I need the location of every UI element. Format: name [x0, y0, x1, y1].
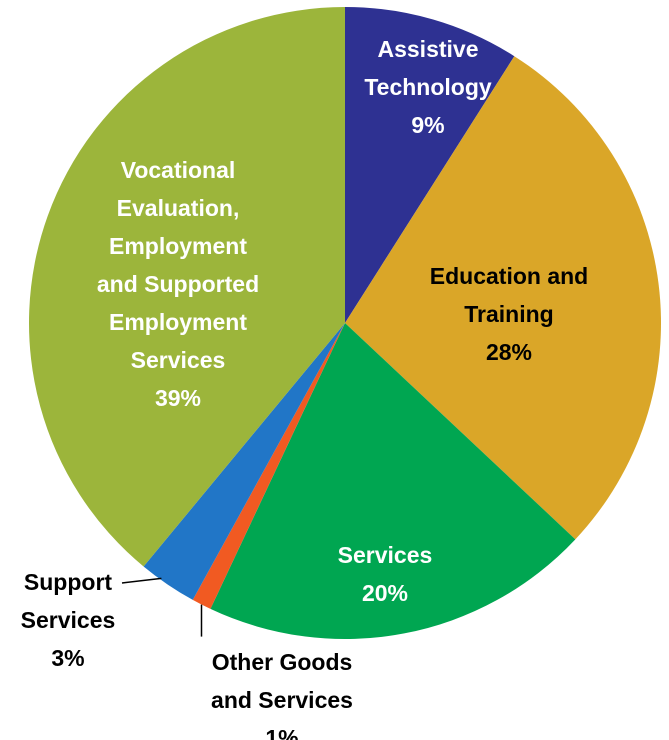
slice-name-line: Services — [21, 607, 116, 633]
label-other-goods-and-services: Other Goods and Services 1% — [211, 649, 353, 740]
slice-name-line: Evaluation, — [117, 195, 240, 221]
slice-name-line: Assistive — [377, 36, 478, 62]
slice-name-line: Services — [338, 542, 433, 568]
slice-name-line: Support — [24, 569, 112, 595]
slice-name-line: and Supported — [97, 271, 259, 297]
slice-name-line: Education and — [430, 263, 588, 289]
slice-percent-label: 9% — [411, 112, 444, 138]
slice-other-goods-and-services — [192, 323, 345, 609]
slice-name-line: Vocational — [121, 157, 236, 183]
slice-services — [210, 323, 576, 640]
leader-line-support-services — [121, 577, 162, 584]
slice-percent-label: 3% — [51, 645, 84, 671]
leader-lines — [121, 577, 203, 637]
label-assistive-technology: Assistive Technology 9% — [364, 36, 492, 138]
slice-name-line: Technology — [364, 74, 492, 100]
label-education-and-training: Education and Training 28% — [430, 263, 588, 365]
slice-name-line: Other Goods — [212, 649, 353, 675]
slice-name-line: Employment — [109, 309, 247, 335]
label-support-services: Support Services 3% — [21, 569, 116, 671]
slice-support-services — [143, 323, 345, 600]
slice-percent-label: 20% — [362, 580, 408, 606]
slice-vocational-evaluation-employment-and-supported-employment-services — [28, 7, 345, 567]
slice-percent-label: 1% — [265, 725, 298, 740]
slice-labels: Assistive Technology 9% Education and Traini… — [21, 36, 589, 740]
pie-slices — [28, 7, 662, 640]
slice-name-line: Training — [464, 301, 553, 327]
slice-education-and-training — [345, 56, 662, 540]
slice-assistive-technology — [345, 7, 515, 323]
slice-percent-label: 28% — [486, 339, 532, 365]
slice-percent-label: 39% — [155, 385, 201, 411]
label-services: Services 20% — [338, 542, 433, 606]
slice-name-line: Employment — [109, 233, 247, 259]
slice-name-line: and Services — [211, 687, 353, 713]
slice-name-line: Services — [131, 347, 226, 373]
label-vocational-evaluation-employment-and-supported-employment-services: Vocational Evaluation, Employment and Suppo… — [97, 157, 259, 411]
